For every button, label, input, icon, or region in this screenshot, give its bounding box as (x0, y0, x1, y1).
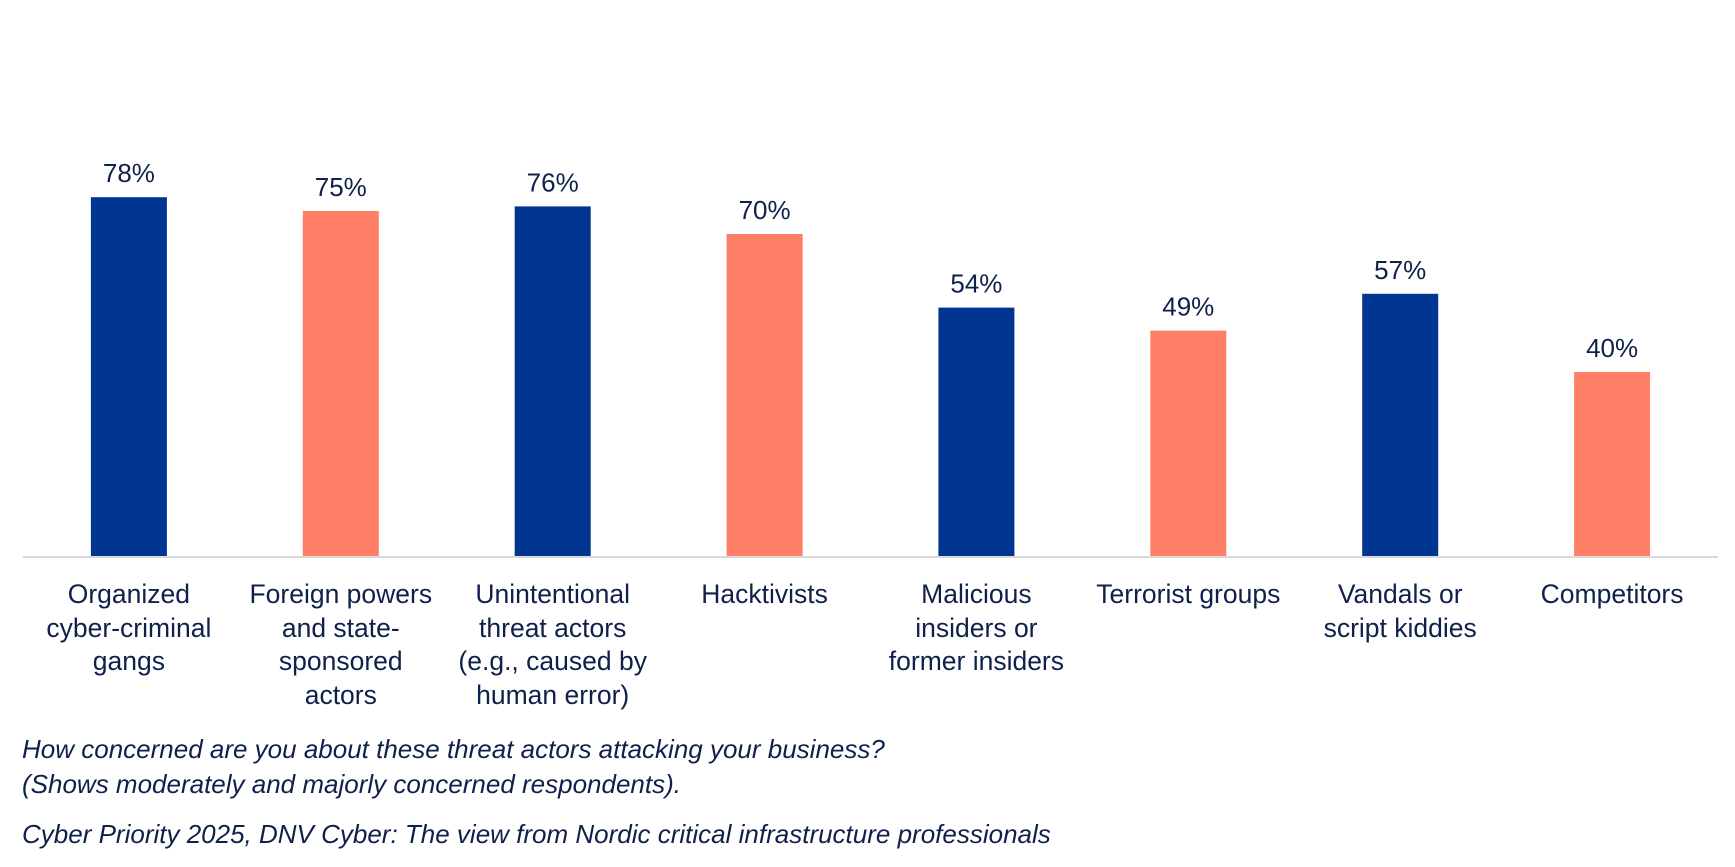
category-label: Competitors (1540, 579, 1684, 609)
category-label: Terrorist groups (1096, 579, 1281, 609)
bar-value-label: 57% (1374, 255, 1426, 285)
bar (90, 197, 167, 556)
bar-value-label: 78% (103, 158, 155, 188)
bar-value-label: 76% (527, 167, 579, 197)
category-label: Foreign powers and state- sponsored acto… (249, 579, 433, 710)
bar-value-label: 75% (315, 172, 367, 202)
bar (1574, 372, 1651, 556)
category-label: Organized cyber-criminal gangs (46, 579, 212, 676)
category-label: Hacktivists (701, 579, 828, 609)
bar-value-label: 70% (739, 195, 791, 225)
bar (302, 211, 379, 556)
category-label: Unintentional threat actors (e.g., cause… (458, 579, 647, 710)
bars (90, 197, 1651, 556)
bar-value-label: 54% (950, 269, 1002, 299)
bar (726, 234, 803, 556)
bar-value-label: 40% (1586, 333, 1638, 363)
value-labels: 78% 75% 76% 70% 54% 49% 57% 40% (103, 158, 1638, 363)
survey-question-note: How concerned are you about these threat… (22, 734, 885, 764)
bar (1150, 330, 1227, 556)
bar (514, 206, 591, 556)
bar (1362, 293, 1439, 556)
bar (938, 307, 1015, 556)
category-label: Malicious insiders or former insiders (888, 579, 1065, 676)
bar-value-label: 49% (1162, 292, 1214, 322)
survey-qualifier-note: (Shows moderately and majorly concerned … (22, 769, 682, 799)
category-label: Vandals or script kiddies (1323, 579, 1477, 643)
source-note: Cyber Priority 2025, DNV Cyber: The view… (22, 819, 1051, 849)
